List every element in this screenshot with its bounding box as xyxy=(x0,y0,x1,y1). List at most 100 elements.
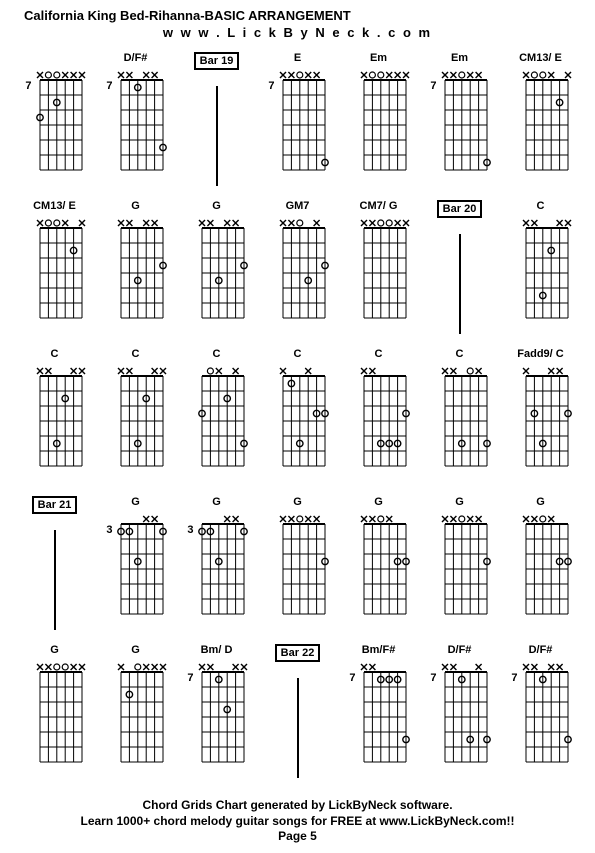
chord-diagram xyxy=(34,68,88,178)
chord-diagram xyxy=(115,512,169,622)
chord-cell: Em xyxy=(340,52,417,192)
chord-diagram xyxy=(277,216,331,326)
chord-name: E xyxy=(294,52,301,66)
website-url: w w w . L i c k B y N e c k . c o m xyxy=(12,25,583,40)
chord-diagram xyxy=(439,68,493,178)
chord-diagram xyxy=(196,364,250,474)
chord-diagram xyxy=(358,216,412,326)
bar-line xyxy=(54,530,56,630)
chord-diagram xyxy=(520,216,574,326)
chord-name: Bm/ D xyxy=(201,644,233,658)
chord-cell: CM13/ E xyxy=(16,200,93,340)
bar-label: Bar 19 xyxy=(194,52,240,70)
chord-cell: G xyxy=(259,496,336,636)
chord-name: C xyxy=(375,348,383,362)
chord-cell: GM7 xyxy=(259,200,336,340)
chord-name: G xyxy=(212,200,221,214)
chord-diagram xyxy=(358,660,412,770)
chord-cell: Fadd9/ C xyxy=(502,348,579,488)
chord-diagram xyxy=(115,364,169,474)
chord-diagram xyxy=(196,216,250,326)
chord-diagram xyxy=(115,216,169,326)
chord-cell: CM13/ E xyxy=(502,52,579,192)
chord-cell: C xyxy=(340,348,417,488)
chord-cell: G xyxy=(97,200,174,340)
chord-diagram xyxy=(34,660,88,770)
bar-line xyxy=(459,234,461,334)
chord-cell: D/F#7 xyxy=(502,644,579,784)
chord-cell: G xyxy=(178,200,255,340)
chord-diagram xyxy=(196,660,250,770)
bar-label: Bar 20 xyxy=(437,200,483,218)
chord-diagram xyxy=(277,512,331,622)
chord-name: G xyxy=(455,496,464,510)
chord-name: G xyxy=(374,496,383,510)
bar-marker: Bar 20 xyxy=(421,200,498,340)
fret-number: 7 xyxy=(427,672,437,684)
chord-cell: Em 7 xyxy=(421,52,498,192)
chord-cell: G xyxy=(421,496,498,636)
chord-grid: 7D/F#7Bar 19E7EmEm7CM13/ ECM13/ EGGGM7CM… xyxy=(12,52,583,784)
page-title: California King Bed-Rihanna-BASIC ARRANG… xyxy=(12,8,583,23)
chord-cell: 7 xyxy=(16,52,93,192)
chord-name: D/F# xyxy=(448,644,472,658)
chord-diagram xyxy=(34,364,88,474)
chord-name: G xyxy=(50,644,59,658)
chord-name: G xyxy=(131,644,140,658)
chord-name: D/F# xyxy=(124,52,148,66)
bar-line xyxy=(297,678,299,778)
chord-name: Bm/F# xyxy=(362,644,396,658)
chord-diagram xyxy=(439,364,493,474)
chord-name: C xyxy=(213,348,221,362)
chord-cell: G3 xyxy=(97,496,174,636)
bar-line xyxy=(216,86,218,186)
chord-name: G xyxy=(131,496,140,510)
chord-cell: E7 xyxy=(259,52,336,192)
bar-marker: Bar 19 xyxy=(178,52,255,192)
chord-diagram xyxy=(520,660,574,770)
chord-diagram xyxy=(358,512,412,622)
footer-line-2: Learn 1000+ chord melody guitar songs fo… xyxy=(12,814,583,830)
bar-label: Bar 21 xyxy=(32,496,78,514)
chord-name: GM7 xyxy=(286,200,310,214)
bar-marker: Bar 22 xyxy=(259,644,336,784)
chord-cell: G3 xyxy=(178,496,255,636)
chord-diagram xyxy=(520,364,574,474)
chord-name: CM13/ E xyxy=(33,200,76,214)
chord-name: Fadd9/ C xyxy=(517,348,563,362)
chord-cell: CM7/ G xyxy=(340,200,417,340)
chord-diagram xyxy=(439,512,493,622)
page-footer: Chord Grids Chart generated by LickByNec… xyxy=(12,798,583,845)
chord-diagram xyxy=(277,364,331,474)
chord-name: C xyxy=(132,348,140,362)
chord-name: C xyxy=(456,348,464,362)
bar-marker: Bar 21 xyxy=(16,496,93,636)
fret-number: 3 xyxy=(184,524,194,536)
chord-diagram xyxy=(358,364,412,474)
chord-diagram xyxy=(196,512,250,622)
chord-name: CM13/ E xyxy=(519,52,562,66)
bar-label: Bar 22 xyxy=(275,644,321,662)
fret-number: 7 xyxy=(22,80,32,92)
chord-diagram xyxy=(34,216,88,326)
chord-diagram xyxy=(115,660,169,770)
chord-cell: D/F# 7 xyxy=(421,644,498,784)
chord-cell: C xyxy=(259,348,336,488)
chord-cell: C xyxy=(421,348,498,488)
chord-diagram xyxy=(520,68,574,178)
chord-cell: G xyxy=(97,644,174,784)
chord-name: Em xyxy=(451,52,468,66)
chord-cell: G xyxy=(502,496,579,636)
chord-diagram xyxy=(115,68,169,178)
chord-name: G xyxy=(536,496,545,510)
fret-number: 7 xyxy=(427,80,437,92)
page-number: Page 5 xyxy=(12,829,583,845)
chord-name: Em xyxy=(370,52,387,66)
fret-number: 7 xyxy=(265,80,275,92)
chord-name: C xyxy=(537,200,545,214)
chord-name: G xyxy=(293,496,302,510)
fret-number: 7 xyxy=(184,672,194,684)
chord-diagram xyxy=(358,68,412,178)
chord-cell: C xyxy=(97,348,174,488)
chord-name: D/F# xyxy=(529,644,553,658)
